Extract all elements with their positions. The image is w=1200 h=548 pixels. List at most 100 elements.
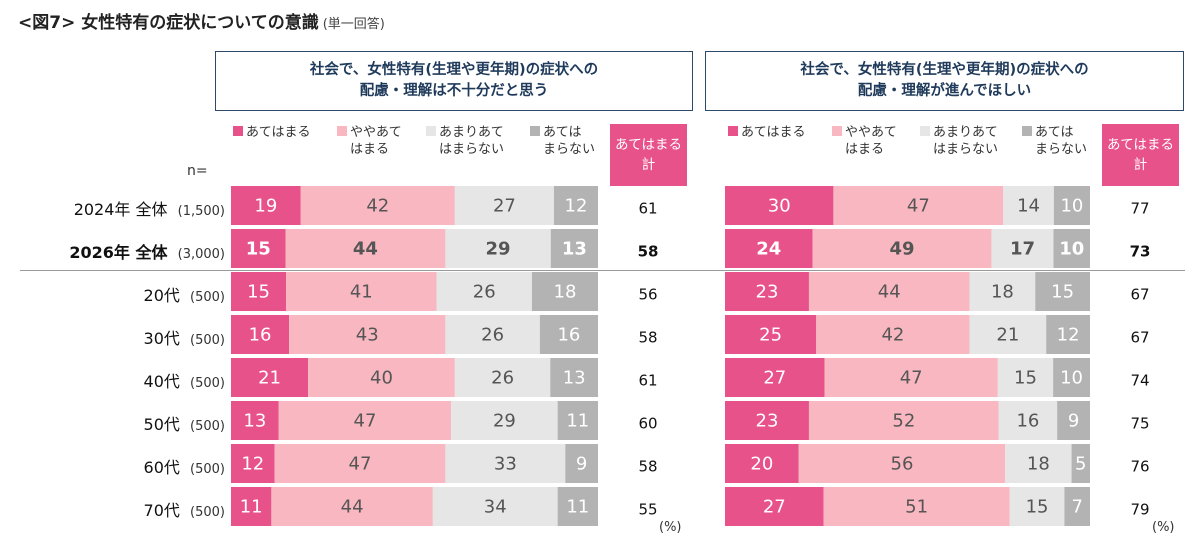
bar-value-label: 30 [768,196,791,217]
row-label-text: 2026年 全体 [69,243,168,262]
bar-segment [1035,272,1090,311]
bar-segment [231,272,287,311]
bar-segment [454,358,551,397]
n-label: n= [187,163,208,179]
bar-value-label: 15 [1051,282,1074,303]
bar-value-label: 26 [481,325,504,346]
total-value-label: 79 [1130,501,1149,519]
legend-label: あてはまる [246,125,311,140]
bar-segment [271,487,433,526]
bar-segment [1009,487,1065,526]
bar-segment [1046,315,1090,354]
bar-value-label: 16 [249,325,272,346]
row-label-text: 30代 [143,329,180,348]
row-label-text: 70代 [143,501,180,520]
bar-value-label: 21 [258,368,281,389]
bar-value-label: 15 [246,239,271,260]
bar-segment [1053,358,1090,397]
total-value-label: 58 [638,458,657,476]
row-label: 2026年 全体 (3,000) [69,239,225,263]
bar-value-label: 21 [996,325,1019,346]
bar-value-label: 20 [750,454,773,475]
legend-label: はまる [350,142,390,157]
bar-value-label: 43 [356,325,379,346]
row-label: 60代 (500) [144,454,225,478]
bar-value-label: 5 [1075,454,1086,475]
bar-value-label: 44 [878,282,901,303]
row-label-text: 50代 [143,415,180,434]
bar-value-label: 13 [563,368,586,389]
bar-segment [998,401,1058,440]
bar-segment [278,401,452,440]
bar-segment [445,229,551,268]
bar-segment [969,272,1036,311]
bar-value-label: 14 [1017,196,1040,217]
right-legend-item-1: あてはまる [728,124,805,141]
row-label: 70代 (500) [144,497,225,521]
bar-segment [231,444,275,483]
row-label-text: 2024年 全体 [73,200,168,219]
total-value-label: 58 [638,329,657,347]
row-label-n: (500) [185,505,225,520]
bar-value-label: 47 [900,368,923,389]
bar-segment [432,487,558,526]
bar-segment [798,444,1006,483]
legend-swatch [337,126,347,136]
bar-value-label: 44 [341,497,364,518]
bar-segment [451,401,558,440]
figure-title-text: <図7> 女性特有の症状についての意識 [18,13,319,33]
row-label-text: 60代 [143,458,180,477]
bar-segment [808,272,970,311]
bar-value-label: 15 [1014,368,1037,389]
bar-segment [1057,401,1090,440]
bar-segment [436,272,532,311]
figure-note: (単一回答) [322,17,385,32]
total-header-line: 計 [641,157,656,173]
bar-value-label: 12 [1057,325,1080,346]
bar-value-label: 27 [493,196,516,217]
total-value-label: 61 [638,372,657,390]
bar-segment [231,315,290,354]
bar-segment [300,186,455,225]
total-value-label: 67 [1130,329,1149,347]
bar-segment [725,272,809,311]
left-percent-unit: (%) [659,520,682,535]
bar-value-label: 40 [370,368,393,389]
total-value-label: 61 [638,200,657,218]
bar-segment [725,315,817,354]
row-label-n: (500) [185,333,225,348]
bar-value-label: 7 [1071,497,1082,518]
bar-segment [286,272,437,311]
bar-segment [557,401,598,440]
bar-segment [553,186,598,225]
bar-value-label: 51 [905,497,928,518]
bar-value-label: 49 [889,239,914,260]
total-value-label: 58 [638,243,659,261]
left-legend-item-4: あては まらない [530,124,595,158]
bar-value-label: 13 [243,411,266,432]
row-label: 50代 (500) [144,411,225,435]
total-value-label: 77 [1130,200,1149,218]
bar-value-label: 10 [1060,368,1083,389]
bar-segment [557,487,598,526]
legend-label: はまらない [439,142,505,157]
left-panel-title-line2: 配慮・理解は不十分だと思う [359,83,549,99]
bar-value-label: 25 [759,325,782,346]
right-legend-item-3: あまりあて はまらない [920,124,998,158]
bar-value-label: 34 [484,497,507,518]
bar-value-label: 15 [1026,497,1049,518]
bar-value-label: 24 [756,239,781,260]
bar-segment [816,315,970,354]
total-value-label: 56 [638,286,657,304]
legend-swatch [1022,126,1032,136]
bar-value-label: 33 [494,454,517,475]
bar-value-label: 56 [891,454,914,475]
legend-label: まらない [543,142,596,157]
right-legend-item-4: あては まらない [1022,124,1087,158]
bar-segment [969,315,1047,354]
left-legend-item-1: あてはまる [233,124,310,141]
right-percent-unit: (%) [1152,520,1175,535]
legend-swatch [920,126,930,136]
bar-value-label: 17 [1010,239,1035,260]
bar-value-label: 19 [254,196,277,217]
